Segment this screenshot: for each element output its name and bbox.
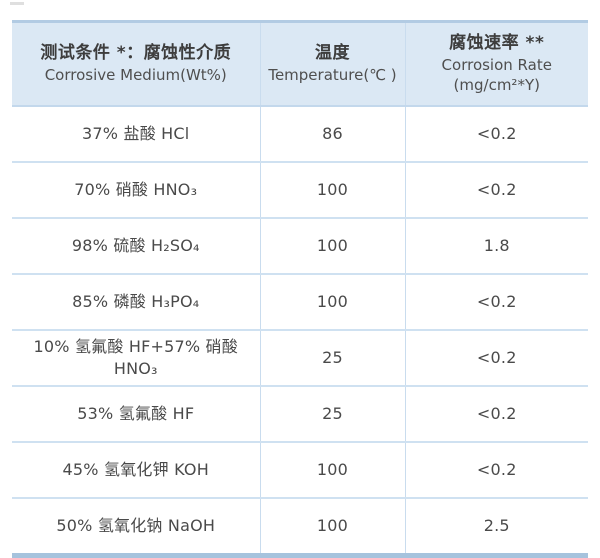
- table-row: 85% 磷酸 H₃PO₄ 100 <0.2: [12, 273, 588, 330]
- header-corrosion-rate-en: Corrosion Rate: [441, 55, 552, 74]
- header-temperature-zh: 温度: [315, 43, 350, 64]
- rate-cell: <0.2: [404, 441, 588, 498]
- temperature-cell: 100: [259, 273, 405, 330]
- header-corrosion-rate: 腐蚀速率 ** Corrosion Rate (mg/cm²*Y): [404, 21, 588, 107]
- medium-cell: 50% 氢氧化钠 NaOH: [12, 497, 260, 556]
- header-corrosion-rate-zh: 腐蚀速率 **: [449, 33, 545, 54]
- table-row: 70% 硝酸 HNO₃ 100 <0.2: [12, 161, 588, 218]
- table-row: 37% 盐酸 HCl 86 <0.2: [12, 105, 588, 162]
- rate-cell: <0.2: [404, 105, 588, 162]
- table-header-row: 测试条件 *：腐蚀性介质 Corrosive Medium(Wt%) 温度 Te…: [12, 21, 588, 107]
- temperature-cell: 86: [259, 105, 405, 162]
- table-row: 45% 氢氧化钾 KOH 100 <0.2: [12, 441, 588, 498]
- rate-cell: 1.8: [404, 217, 588, 274]
- header-corrosive-medium: 测试条件 *：腐蚀性介质 Corrosive Medium(Wt%): [12, 21, 260, 107]
- header-corrosive-medium-zh: 测试条件 *：腐蚀性介质: [40, 43, 232, 64]
- temperature-cell: 25: [259, 329, 405, 386]
- table-row: 53% 氢氟酸 HF 25 <0.2: [12, 385, 588, 442]
- temperature-cell: 100: [259, 161, 405, 218]
- medium-cell: 37% 盐酸 HCl: [12, 105, 260, 162]
- rate-cell: <0.2: [404, 385, 588, 442]
- corrosion-resistance-table: 测试条件 *：腐蚀性介质 Corrosive Medium(Wt%) 温度 Te…: [12, 20, 588, 558]
- header-corrosion-rate-unit: (mg/cm²*Y): [453, 76, 540, 95]
- medium-cell: 53% 氢氟酸 HF: [12, 385, 260, 442]
- medium-cell: 98% 硫酸 H₂SO₄: [12, 217, 260, 274]
- table-row: 98% 硫酸 H₂SO₄ 100 1.8: [12, 217, 588, 274]
- header-corrosive-medium-en: Corrosive Medium(Wt%): [44, 66, 227, 85]
- rate-cell: <0.2: [404, 329, 588, 386]
- rate-cell: <0.2: [404, 273, 588, 330]
- temperature-cell: 100: [259, 441, 405, 498]
- medium-cell: 70% 硝酸 HNO₃: [12, 161, 260, 218]
- rate-cell: <0.2: [404, 161, 588, 218]
- header-temperature-en: Temperature(℃ ): [268, 66, 397, 85]
- temperature-cell: 25: [259, 385, 405, 442]
- rate-cell: 2.5: [404, 497, 588, 556]
- temperature-cell: 100: [259, 217, 405, 274]
- header-temperature: 温度 Temperature(℃ ): [259, 21, 405, 107]
- table-row: 50% 氢氧化钠 NaOH 100 2.5: [12, 497, 588, 556]
- medium-cell: 45% 氢氧化钾 KOH: [12, 441, 260, 498]
- corner-crop-artifact: [10, 2, 24, 5]
- temperature-cell: 100: [259, 497, 405, 556]
- medium-cell: 85% 磷酸 H₃PO₄: [12, 273, 260, 330]
- table-row: 10% 氢氟酸 HF+57% 硝酸 HNO₃ 25 <0.2: [12, 329, 588, 386]
- medium-cell: 10% 氢氟酸 HF+57% 硝酸 HNO₃: [12, 329, 260, 386]
